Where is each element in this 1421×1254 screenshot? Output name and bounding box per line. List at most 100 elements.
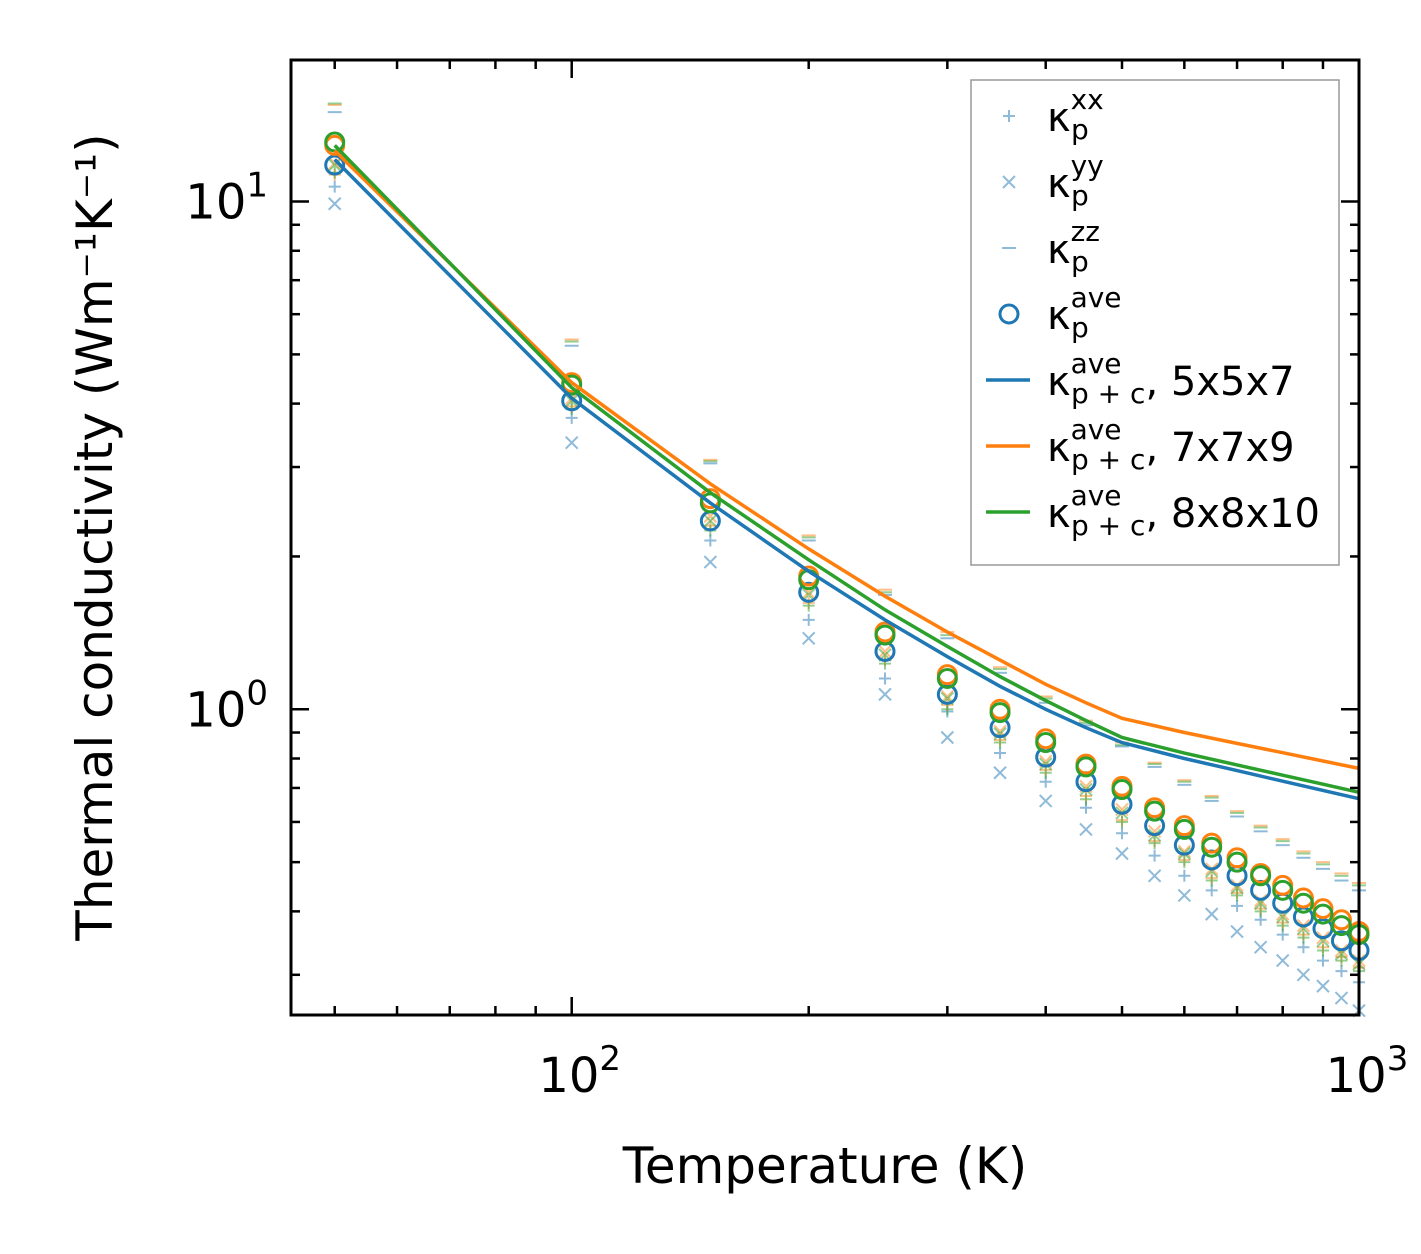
- legend-label: κzz p: [1047, 215, 1100, 278]
- kyy-point-blue: [703, 555, 718, 569]
- kyy-point-blue: [1253, 940, 1268, 954]
- kave-point-green: [1272, 879, 1294, 901]
- kyy-point-blue: [1079, 822, 1093, 837]
- kave-point-green: [936, 667, 958, 689]
- legend-label: κave p + c, 8x8x10: [1047, 479, 1320, 542]
- kave-point-green: [1111, 779, 1133, 801]
- kyy-point-blue: [1038, 794, 1053, 808]
- kave-point-blue: [324, 154, 346, 176]
- legend-label: κyy p: [1047, 149, 1104, 212]
- kave-point-blue: [936, 683, 958, 705]
- kyy-point-blue: [940, 730, 955, 745]
- legend-label: κave p + c, 5x5x7: [1047, 347, 1295, 410]
- kyy-point-green: [703, 514, 718, 528]
- kxx-point-blue: [1178, 869, 1191, 882]
- curve-blue: [333, 158, 1360, 801]
- kave-point-green: [1144, 800, 1166, 822]
- kave-point-green: [1173, 818, 1195, 840]
- kxx-point-green: [1178, 856, 1191, 869]
- kxx-point-green: [1335, 954, 1348, 967]
- kyy-point-blue: [801, 631, 816, 645]
- kyy-point-blue: [564, 435, 579, 450]
- kxx-point-green: [1205, 874, 1218, 887]
- kyy-point-blue: [993, 766, 1007, 780]
- kxx-point-green: [1297, 931, 1310, 944]
- kxx-point-blue: [328, 180, 341, 193]
- kxx-point-green: [1079, 793, 1092, 806]
- kyy-point-blue: [1230, 924, 1244, 939]
- kxx-point-blue: [1335, 965, 1348, 978]
- data-marks: [324, 102, 1370, 1018]
- kave-point-orange: [1312, 898, 1334, 920]
- kave-point-green: [989, 702, 1011, 724]
- legend-label: κxx p: [1047, 83, 1104, 146]
- kyy-point-orange: [940, 689, 955, 704]
- kxx-point-green: [1316, 944, 1329, 957]
- x-tick-label: 103: [1326, 1039, 1409, 1104]
- curve-green: [333, 144, 1360, 795]
- kxx-point-green: [994, 736, 1007, 749]
- y-tick-label: 100: [185, 673, 268, 738]
- kave-point-green: [1250, 865, 1272, 887]
- kave-point-green: [1312, 903, 1334, 925]
- kyy-point-blue: [1115, 846, 1129, 861]
- curve-orange: [333, 149, 1360, 771]
- kxx-point-blue: [879, 672, 892, 685]
- kxx-point-blue: [1231, 899, 1244, 912]
- kyy-point-blue: [328, 197, 342, 211]
- kxx-point-blue: [994, 747, 1007, 760]
- kxx-point-blue: [1316, 954, 1329, 967]
- kyy-point-green: [564, 394, 579, 408]
- legend-marker: [1003, 110, 1015, 122]
- kxx-point-green: [1039, 766, 1052, 779]
- x-axis-label: Temperature (K): [622, 1137, 1027, 1195]
- kave-point-orange: [1330, 909, 1352, 931]
- y-tick-label: 101: [185, 166, 268, 231]
- kave-point-blue: [1330, 930, 1352, 952]
- kxx-point-blue: [802, 613, 815, 626]
- kyy-point-blue: [1334, 991, 1349, 1005]
- legend-label: κave p + c, 7x7x9: [1047, 413, 1295, 476]
- kxx-point-blue: [1148, 849, 1161, 862]
- kyy-point-orange: [328, 156, 342, 170]
- kyy-point-blue: [1316, 979, 1330, 993]
- legend-frame: [970, 79, 1340, 566]
- kave-point-green: [1201, 836, 1223, 858]
- kxx-point-blue: [704, 534, 717, 547]
- kxx-point-green: [1148, 837, 1161, 850]
- kxx-point-green: [1116, 815, 1128, 828]
- kxx-point-blue: [1116, 827, 1128, 840]
- plot-frame: [289, 58, 1361, 1017]
- y-axis-label: Thermal conductivity (Wm⁻¹K⁻¹): [66, 133, 124, 941]
- kave-point-green: [561, 374, 583, 396]
- kyy-point-orange: [878, 644, 892, 659]
- kave-point-green: [1292, 892, 1314, 914]
- kyy-point-blue: [1205, 907, 1219, 921]
- kave-point-green: [1035, 732, 1057, 754]
- axis-ticks: 102 103 100 101: [185, 60, 1408, 1104]
- x-tick-label: 102: [538, 1039, 621, 1104]
- kave-point-green: [874, 624, 896, 646]
- kyy-point-blue: [1296, 968, 1311, 982]
- kyy-point-green: [993, 727, 1007, 741]
- kyy-point-green: [328, 158, 342, 172]
- kyy-point-blue: [878, 687, 892, 702]
- model-curves: [333, 144, 1360, 801]
- legend-marker: [1002, 175, 1016, 189]
- kyy-point-orange: [1177, 844, 1192, 859]
- kave-point-blue: [1173, 834, 1195, 856]
- kyy-point-blue: [1147, 869, 1162, 883]
- kyy-point-green: [1038, 757, 1053, 771]
- kave-point-green: [1330, 915, 1352, 937]
- kyy-point-blue: [1177, 888, 1192, 903]
- legend-label: κave p: [1047, 281, 1122, 344]
- kxx-point-green: [1276, 919, 1289, 932]
- kave-point-blue: [798, 581, 820, 603]
- kxx-point-green: [1231, 889, 1244, 902]
- legend-marker: [998, 303, 1020, 325]
- kave-point-green: [1075, 756, 1097, 778]
- kxx-point-green: [1254, 905, 1267, 918]
- kave-point-green: [1226, 851, 1248, 873]
